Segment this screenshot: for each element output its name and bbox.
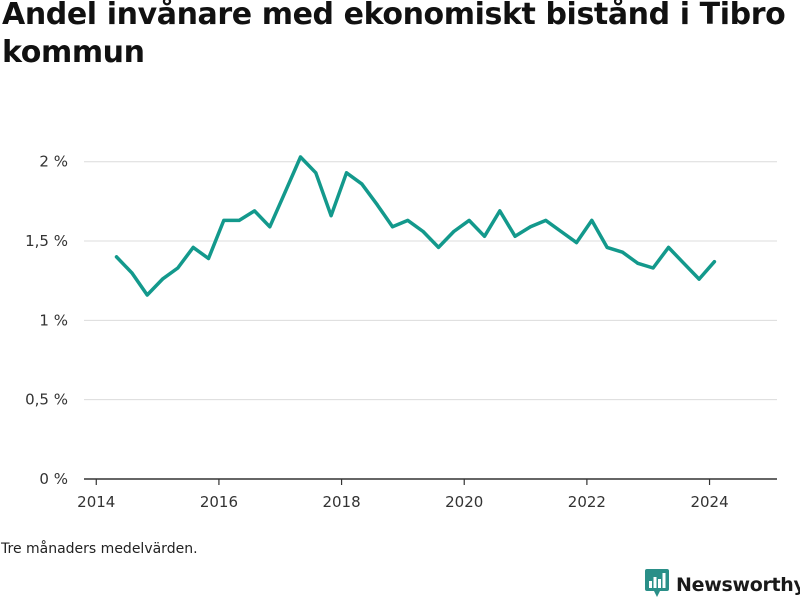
- data-point: [222, 218, 226, 222]
- series-line: [114, 155, 717, 297]
- data-point: [329, 214, 333, 218]
- brand-name: Newsworthy: [676, 574, 800, 596]
- data-point: [252, 209, 256, 213]
- data-point: [482, 234, 486, 238]
- data-point: [237, 218, 241, 222]
- y-tick-label: 1,5 %: [25, 232, 68, 250]
- data-point: [314, 171, 318, 175]
- y-tick-label: 0 %: [39, 470, 68, 488]
- data-point: [636, 261, 640, 265]
- y-tick-label: 1 %: [39, 311, 68, 329]
- data-point: [206, 256, 210, 260]
- data-point: [160, 277, 164, 281]
- data-point: [467, 218, 471, 222]
- data-point: [452, 230, 456, 234]
- chart-title: Andel invånare med ekonomiskt bistånd i …: [2, 0, 786, 70]
- newsworthy-brand[interactable]: Newsworthy: [644, 569, 800, 601]
- x-tick-label: 2022: [568, 493, 606, 511]
- data-point: [360, 182, 364, 186]
- data-point: [436, 245, 440, 249]
- data-point: [283, 190, 287, 194]
- data-point: [176, 266, 180, 270]
- series-points: [115, 155, 716, 297]
- data-point: [528, 225, 532, 229]
- data-point: [651, 266, 655, 270]
- data-point: [390, 225, 394, 229]
- data-point: [620, 250, 624, 254]
- data-point: [498, 209, 502, 213]
- data-point: [344, 171, 348, 175]
- bar-chart-logo-icon: [644, 568, 670, 602]
- data-point: [682, 261, 686, 265]
- gridlines: [84, 161, 777, 401]
- x-tick-label: 2020: [445, 493, 483, 511]
- data-point: [559, 230, 563, 234]
- data-point: [544, 218, 548, 222]
- data-point: [590, 218, 594, 222]
- data-point: [298, 155, 302, 159]
- data-point: [605, 245, 609, 249]
- chart-note: Tre månaders medelvärden.: [1, 541, 198, 557]
- x-tick-label: 2016: [200, 493, 238, 511]
- x-tick-label: 2014: [77, 493, 115, 511]
- data-point: [513, 234, 517, 238]
- data-point: [712, 260, 716, 264]
- data-point: [191, 245, 195, 249]
- data-point: [268, 225, 272, 229]
- data-point: [406, 218, 410, 222]
- data-point: [130, 271, 134, 275]
- y-tick-label: 2 %: [39, 153, 68, 171]
- data-point: [421, 230, 425, 234]
- x-axis-ticks: 2014 2016 2018 2020 2022 2024: [77, 479, 729, 511]
- y-axis-tick-labels: 0 % 0,5 % 1 % 1,5 % 2 %: [25, 153, 68, 488]
- x-tick-label: 2018: [322, 493, 360, 511]
- data-point: [145, 293, 149, 297]
- data-point: [375, 203, 379, 207]
- data-point: [697, 277, 701, 281]
- data-point: [115, 255, 119, 259]
- data-point: [666, 245, 670, 249]
- y-tick-label: 0,5 %: [25, 391, 68, 409]
- x-tick-label: 2024: [690, 493, 728, 511]
- data-point: [574, 241, 578, 245]
